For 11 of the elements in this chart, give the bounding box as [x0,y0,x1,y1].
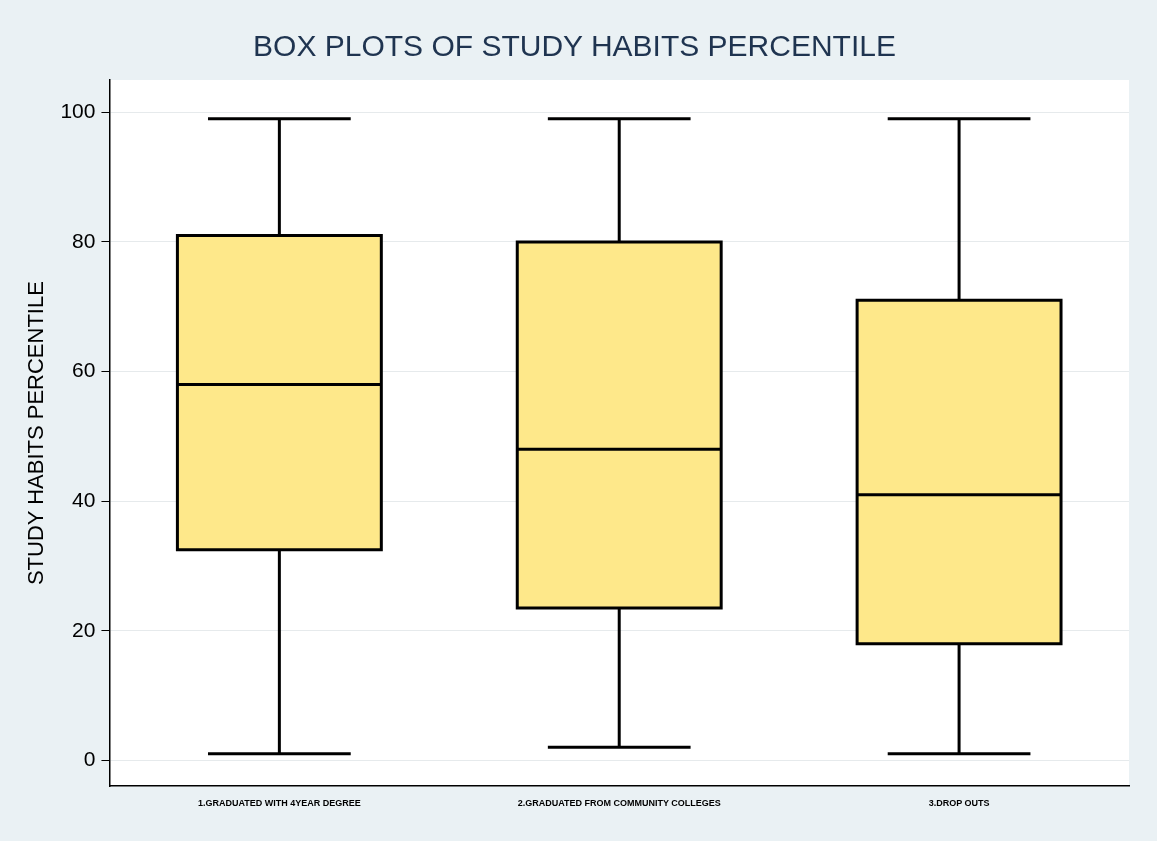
chart-title: BOX PLOTS OF STUDY HABITS PERCENTILE [253,29,896,63]
y-tick-label: 40 [72,487,96,511]
y-tick-label: 0 [83,747,96,771]
y-tick-label: 100 [60,99,96,123]
y-tick-label: 80 [72,228,96,252]
y-tick-label: 60 [72,358,96,382]
y-tick-label: 20 [72,617,96,641]
x-tick-label: 1.GRADUATED WITH 4YEAR DEGREE [197,798,361,809]
x-tick-label: 2.GRADUATED FROM COMMUNITY COLLEGES [517,798,721,809]
y-axis-title: STUDY HABITS PERCENTILE [23,281,49,586]
x-tick-label: 3.DROP OUTS [928,798,990,809]
